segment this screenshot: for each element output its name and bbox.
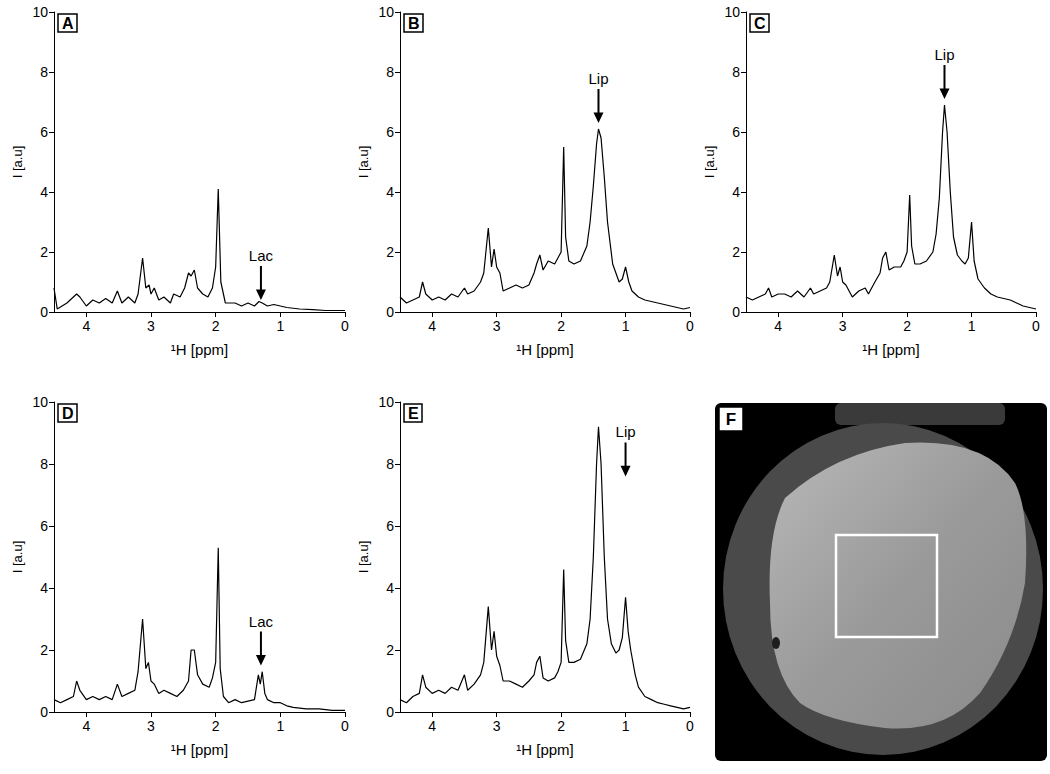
svg-text:Lac: Lac (249, 247, 274, 264)
svg-text:A: A (62, 15, 74, 32)
svg-text:10: 10 (32, 394, 48, 410)
svg-text:4: 4 (732, 184, 740, 200)
svg-text:0: 0 (341, 718, 349, 734)
svg-text:4: 4 (428, 318, 436, 334)
svg-text:4: 4 (386, 580, 394, 596)
svg-text:1: 1 (276, 318, 284, 334)
svg-text:E: E (408, 405, 419, 422)
svg-text:2: 2 (386, 244, 394, 260)
svg-text:0: 0 (686, 718, 694, 734)
svg-text:D: D (62, 405, 74, 422)
svg-text:3: 3 (147, 318, 155, 334)
svg-text:¹H [ppm]: ¹H [ppm] (516, 341, 574, 358)
svg-text:0: 0 (40, 704, 48, 720)
svg-text:Lip: Lip (588, 70, 608, 87)
svg-text:¹H [ppm]: ¹H [ppm] (171, 741, 229, 758)
svg-text:2: 2 (557, 718, 565, 734)
svg-text:0: 0 (341, 318, 349, 334)
svg-text:4: 4 (428, 718, 436, 734)
svg-text:8: 8 (40, 456, 48, 472)
svg-text:4: 4 (82, 718, 90, 734)
svg-text:0: 0 (386, 304, 394, 320)
svg-text:¹H [ppm]: ¹H [ppm] (171, 341, 229, 358)
svg-text:1: 1 (622, 318, 630, 334)
svg-text:0: 0 (732, 304, 740, 320)
svg-text:F: F (726, 410, 736, 429)
svg-text:3: 3 (147, 718, 155, 734)
svg-text:I [a.u]: I [a.u] (356, 541, 371, 574)
svg-text:2: 2 (212, 718, 220, 734)
svg-text:10: 10 (378, 394, 394, 410)
svg-text:Lip: Lip (616, 423, 636, 440)
svg-text:Lac: Lac (249, 613, 274, 630)
svg-text:3: 3 (493, 318, 501, 334)
svg-text:I [a.u]: I [a.u] (356, 146, 371, 179)
svg-text:1: 1 (968, 318, 976, 334)
svg-text:2: 2 (557, 318, 565, 334)
svg-text:3: 3 (839, 318, 847, 334)
svg-text:3: 3 (493, 718, 501, 734)
svg-text:2: 2 (212, 318, 220, 334)
svg-text:2: 2 (386, 642, 394, 658)
svg-text:8: 8 (40, 64, 48, 80)
svg-text:10: 10 (378, 4, 394, 20)
svg-text:0: 0 (40, 304, 48, 320)
svg-text:4: 4 (82, 318, 90, 334)
svg-text:4: 4 (386, 184, 394, 200)
svg-text:2: 2 (40, 244, 48, 260)
svg-text:4: 4 (774, 318, 782, 334)
svg-text:2: 2 (903, 318, 911, 334)
svg-text:6: 6 (40, 518, 48, 534)
svg-text:6: 6 (386, 124, 394, 140)
svg-text:¹H [ppm]: ¹H [ppm] (516, 741, 574, 758)
svg-text:8: 8 (386, 456, 394, 472)
svg-text:0: 0 (386, 704, 394, 720)
svg-text:B: B (408, 15, 420, 32)
svg-text:I [a.u]: I [a.u] (10, 146, 25, 179)
svg-text:I [a.u]: I [a.u] (10, 541, 25, 574)
svg-text:6: 6 (386, 518, 394, 534)
svg-text:1: 1 (622, 718, 630, 734)
svg-text:6: 6 (40, 124, 48, 140)
svg-text:8: 8 (386, 64, 394, 80)
svg-text:¹H [ppm]: ¹H [ppm] (862, 341, 920, 358)
svg-text:4: 4 (40, 184, 48, 200)
svg-text:0: 0 (1032, 318, 1040, 334)
svg-text:0: 0 (686, 318, 694, 334)
svg-text:4: 4 (40, 580, 48, 596)
svg-text:10: 10 (724, 4, 740, 20)
svg-text:I [a.u]: I [a.u] (702, 146, 717, 179)
svg-text:2: 2 (732, 244, 740, 260)
svg-text:6: 6 (732, 124, 740, 140)
svg-text:Lip: Lip (934, 46, 954, 63)
svg-text:C: C (754, 15, 766, 32)
svg-text:1: 1 (276, 718, 284, 734)
svg-text:2: 2 (40, 642, 48, 658)
svg-text:8: 8 (732, 64, 740, 80)
svg-text:10: 10 (32, 4, 48, 20)
